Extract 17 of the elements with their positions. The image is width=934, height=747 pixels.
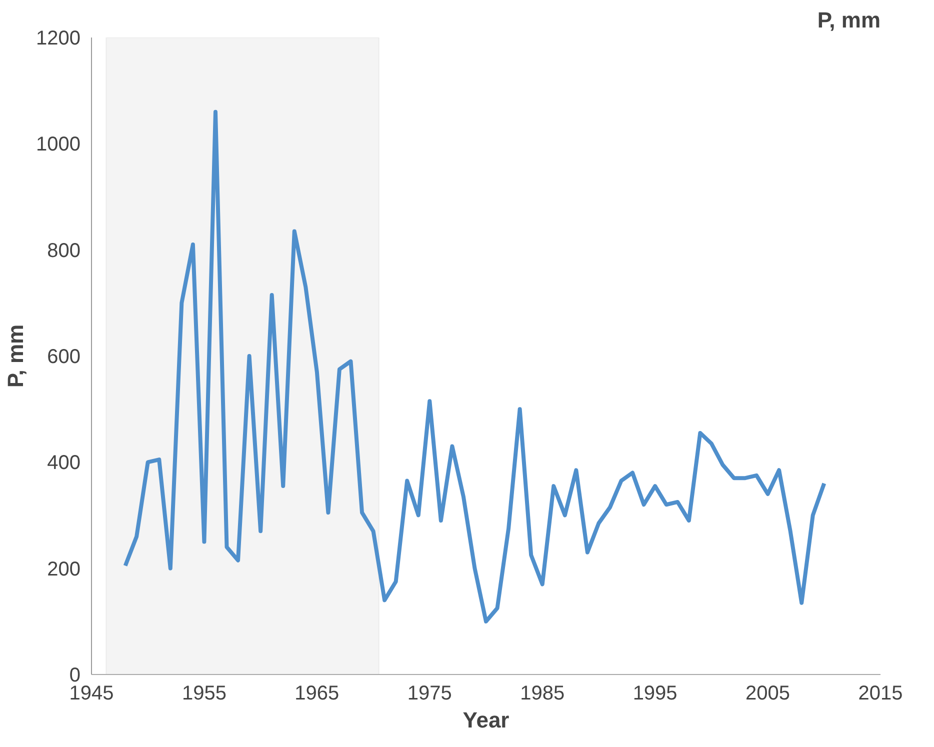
x-tick-label: 2005: [746, 682, 790, 704]
y-tick-label: 1200: [36, 28, 81, 50]
x-axis-title: Year: [462, 708, 510, 732]
x-tick-label: 1995: [632, 682, 678, 704]
y-tick-label: 400: [47, 452, 81, 474]
x-tick-label: 1985: [520, 682, 565, 704]
y-tick-label: 1000: [36, 134, 81, 156]
chart-title: P, mm: [817, 8, 880, 32]
x-tick-label: 1975: [407, 682, 452, 704]
y-tick-label: 600: [47, 346, 81, 368]
x-tick-label: 1955: [182, 682, 226, 704]
y-tick-label: 800: [47, 240, 81, 262]
y-tick-label: 200: [47, 558, 81, 580]
x-tick-label: 2015: [858, 682, 903, 704]
line-series: [123, 110, 826, 624]
x-tick-label: 1965: [294, 682, 340, 704]
y-axis-title: P, mm: [3, 324, 28, 388]
